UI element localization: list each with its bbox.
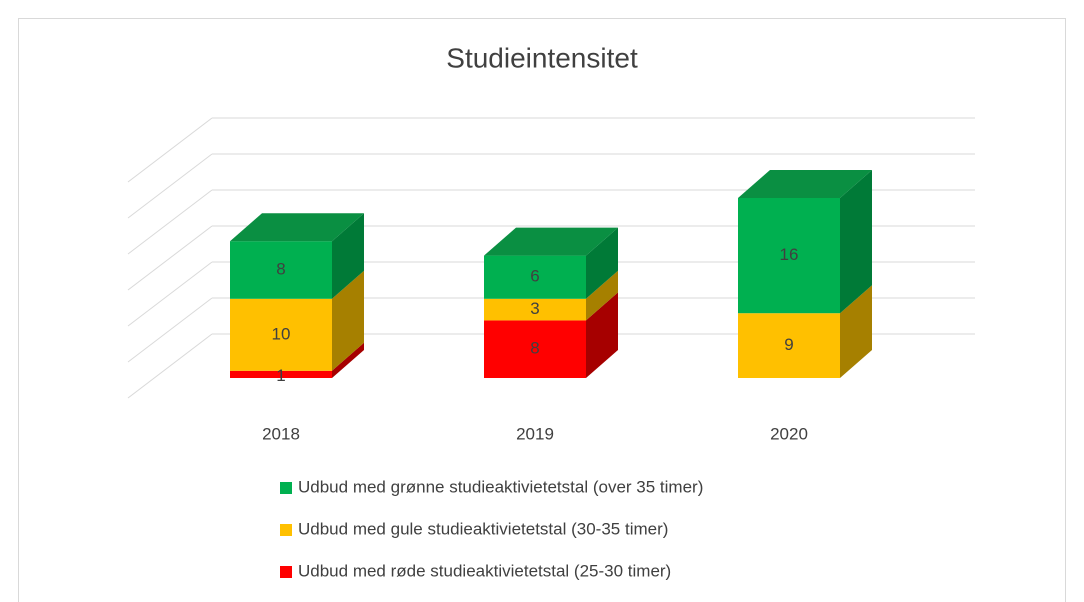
legend-label: Udbud med gule studieaktivietetstal (30-… — [298, 519, 668, 538]
bar — [230, 241, 332, 299]
legend-swatch — [280, 482, 292, 494]
bar — [230, 370, 332, 378]
legend-label: Udbud med røde studieaktivietetstal (25-… — [298, 561, 671, 580]
side-grid-line — [127, 261, 213, 327]
data-label: 16 — [780, 245, 799, 264]
bar — [484, 298, 586, 321]
data-label: 8 — [276, 259, 285, 278]
x-tick-label: 2019 — [516, 424, 554, 443]
bar — [484, 320, 586, 378]
chart-title: Studieintensitet — [446, 42, 638, 73]
legend-swatch — [280, 524, 292, 536]
bar-side — [332, 342, 364, 378]
bar-top — [738, 170, 872, 198]
bar-side — [840, 285, 872, 378]
data-label: 1 — [276, 366, 285, 385]
data-label: 9 — [784, 335, 793, 354]
legend-label: Udbud med grønne studieaktivietetstal (o… — [298, 477, 703, 496]
bar-side — [332, 270, 364, 371]
bar-side — [586, 292, 618, 378]
data-label: 6 — [530, 267, 539, 286]
side-grid-line — [127, 333, 213, 399]
bar-side — [586, 227, 618, 299]
side-grid-line — [127, 225, 213, 291]
data-label: 8 — [530, 339, 539, 358]
data-label: 3 — [530, 299, 539, 318]
bar-top — [484, 227, 618, 256]
legend-swatch — [280, 566, 292, 578]
bar — [738, 313, 840, 378]
bar-side — [586, 270, 618, 321]
x-tick-label: 2020 — [770, 424, 808, 443]
side-grid-line — [127, 189, 213, 255]
bar-side — [840, 170, 872, 314]
x-tick-label: 2018 — [262, 424, 300, 443]
bar — [230, 298, 332, 371]
bar-top — [230, 213, 364, 242]
side-grid-line — [127, 153, 213, 219]
side-grid-line — [127, 117, 213, 183]
side-grid-line — [127, 297, 213, 363]
data-label: 10 — [272, 324, 291, 343]
bar-side — [332, 213, 364, 299]
bar — [738, 198, 840, 314]
bar — [484, 255, 586, 299]
